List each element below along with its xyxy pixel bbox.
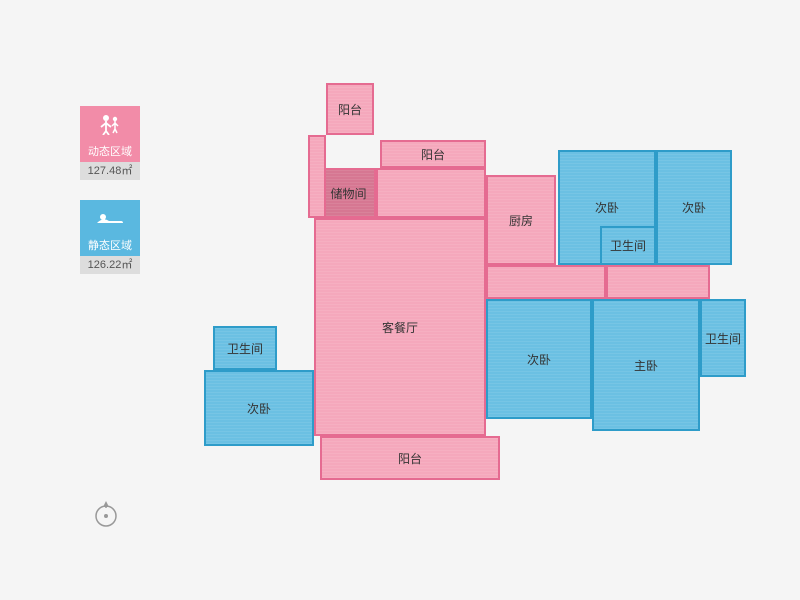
room-label: 次卧 — [527, 351, 551, 368]
room-bath_br: 卫生间 — [700, 299, 746, 377]
room-label: 阳台 — [338, 101, 362, 118]
legend-static-icon — [80, 200, 140, 236]
compass-icon — [90, 498, 122, 530]
room-bed_master: 主卧 — [592, 299, 700, 431]
room-living: 客餐厅 — [314, 218, 486, 436]
floorplan-canvas: { "type": "floorplan", "background_color… — [0, 0, 800, 600]
room-label: 次卧 — [595, 199, 619, 216]
room-kitchen_side — [308, 135, 326, 218]
legend-static-title: 静态区域 — [80, 236, 140, 256]
legend-dynamic-value: 127.48㎡ — [80, 162, 140, 180]
room-bath_tl: 卫生间 — [213, 326, 277, 370]
room-label: 次卧 — [247, 400, 271, 417]
room-living_ext — [486, 265, 606, 299]
room-living_ext2 — [606, 265, 710, 299]
room-balcony_bottom: 阳台 — [320, 436, 500, 480]
room-label: 卫生间 — [610, 237, 646, 254]
room-bath_tc: 卫生间 — [600, 226, 656, 265]
room-bed_bc: 次卧 — [486, 299, 592, 419]
room-label: 阳台 — [398, 450, 422, 467]
people-icon — [96, 113, 124, 135]
room-label: 卫生间 — [227, 340, 263, 357]
room-label: 厨房 — [509, 212, 533, 229]
legend-static: 静态区域 126.22㎡ — [80, 200, 140, 274]
room-label: 卫生间 — [705, 330, 741, 347]
room-balcony_top2: 阳台 — [380, 140, 486, 168]
room-label: 主卧 — [634, 357, 658, 374]
room-balcony_top1: 阳台 — [326, 83, 374, 135]
room-kitchen: 厨房 — [486, 175, 556, 265]
sleep-icon — [95, 209, 125, 227]
room-label: 客餐厅 — [382, 319, 418, 336]
room-label: 次卧 — [682, 199, 706, 216]
room-storage: 储物间 — [321, 168, 376, 218]
legend-static-value: 126.22㎡ — [80, 256, 140, 274]
legend-dynamic-icon — [80, 106, 140, 142]
room-bed_bl: 次卧 — [204, 370, 314, 446]
legend-dynamic: 动态区域 127.48㎡ — [80, 106, 140, 180]
legend-dynamic-title: 动态区域 — [80, 142, 140, 162]
room-living_ext_top — [376, 168, 486, 218]
room-bed_tr: 次卧 — [656, 150, 732, 265]
room-label: 储物间 — [330, 185, 366, 202]
room-label: 阳台 — [421, 146, 445, 163]
